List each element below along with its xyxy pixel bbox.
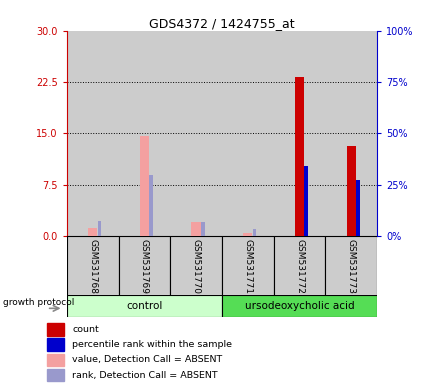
Bar [139,136,149,236]
Text: GSM531768: GSM531768 [88,239,97,294]
Text: control: control [126,301,162,311]
Bar [67,31,118,236]
Bar [325,236,376,296]
Bar [191,222,200,236]
Text: count: count [72,325,99,334]
Text: GSM531772: GSM531772 [295,239,303,294]
Bar [252,228,256,236]
Bar [47,369,64,381]
Text: rank, Detection Call = ABSENT: rank, Detection Call = ABSENT [72,371,217,380]
Bar [221,295,376,317]
Text: GSM531773: GSM531773 [346,239,355,294]
Bar [97,221,101,236]
Text: value, Detection Call = ABSENT: value, Detection Call = ABSENT [72,356,222,364]
Bar [170,31,221,236]
Bar [88,228,97,236]
Bar [67,295,221,317]
Bar [294,77,304,236]
Text: GSM531771: GSM531771 [243,239,252,294]
Title: GDS4372 / 1424755_at: GDS4372 / 1424755_at [149,17,294,30]
Text: ursodeoxycholic acid: ursodeoxycholic acid [244,301,353,311]
Bar [355,180,359,236]
Text: GSM531770: GSM531770 [191,239,200,294]
Bar [200,222,204,236]
Bar [273,236,325,296]
Bar [243,233,252,236]
Text: GSM531769: GSM531769 [140,239,148,294]
Text: percentile rank within the sample: percentile rank within the sample [72,340,232,349]
Bar [170,236,221,296]
Text: growth protocol: growth protocol [3,298,74,308]
Bar [221,236,273,296]
Bar [47,323,64,336]
Bar [273,31,325,236]
Bar [304,166,307,236]
Bar [149,174,153,236]
Bar [118,31,170,236]
Bar [221,31,273,236]
Bar [118,236,170,296]
Bar [47,338,64,351]
Bar [47,354,64,366]
Bar [67,236,118,296]
Bar [346,146,355,236]
Bar [325,31,376,236]
